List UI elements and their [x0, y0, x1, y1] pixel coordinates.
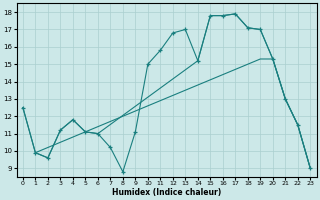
X-axis label: Humidex (Indice chaleur): Humidex (Indice chaleur) — [112, 188, 221, 197]
